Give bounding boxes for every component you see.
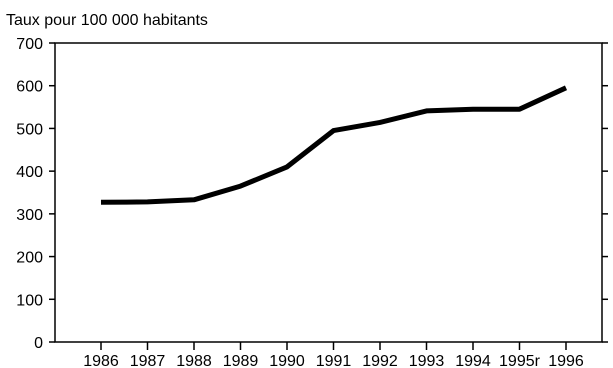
- y-tick-label: 200: [16, 250, 43, 267]
- y-tick-label: 400: [16, 164, 43, 181]
- series-layer: [100, 85, 568, 205]
- x-tick-label: 1991: [316, 353, 352, 368]
- series-line: [100, 85, 568, 205]
- plot-frame: [54, 42, 603, 343]
- y-tick-label: 100: [16, 292, 43, 309]
- x-tick-label: 1989: [223, 353, 259, 368]
- x-tick-label: 1986: [83, 353, 119, 368]
- x-tick-label: 1996: [548, 353, 584, 368]
- y-tick-label: 300: [16, 207, 43, 224]
- x-tick-label: 1994: [455, 353, 491, 368]
- x-tick-label: 1993: [409, 353, 445, 368]
- y-tick-label: 600: [16, 79, 43, 96]
- y-tick-label: 500: [16, 121, 43, 138]
- y-tick-label: 0: [34, 335, 43, 352]
- x-tick-label: 1992: [362, 353, 398, 368]
- y-axis: 0 100 200 300 400 500 600 700: [16, 36, 608, 352]
- y-tick-label: 700: [16, 36, 43, 53]
- x-tick-label: 1987: [130, 353, 166, 368]
- x-axis: 1986 1987 1988 1989 1990 1991 1992 1993 1994 1995…: [83, 342, 584, 368]
- x-tick-label: 1990: [269, 353, 305, 368]
- x-tick-label: 1988: [176, 353, 212, 368]
- y-axis-label: Taux pour 100 000 habitants: [6, 12, 208, 29]
- x-tick-label: 1995r: [499, 353, 541, 368]
